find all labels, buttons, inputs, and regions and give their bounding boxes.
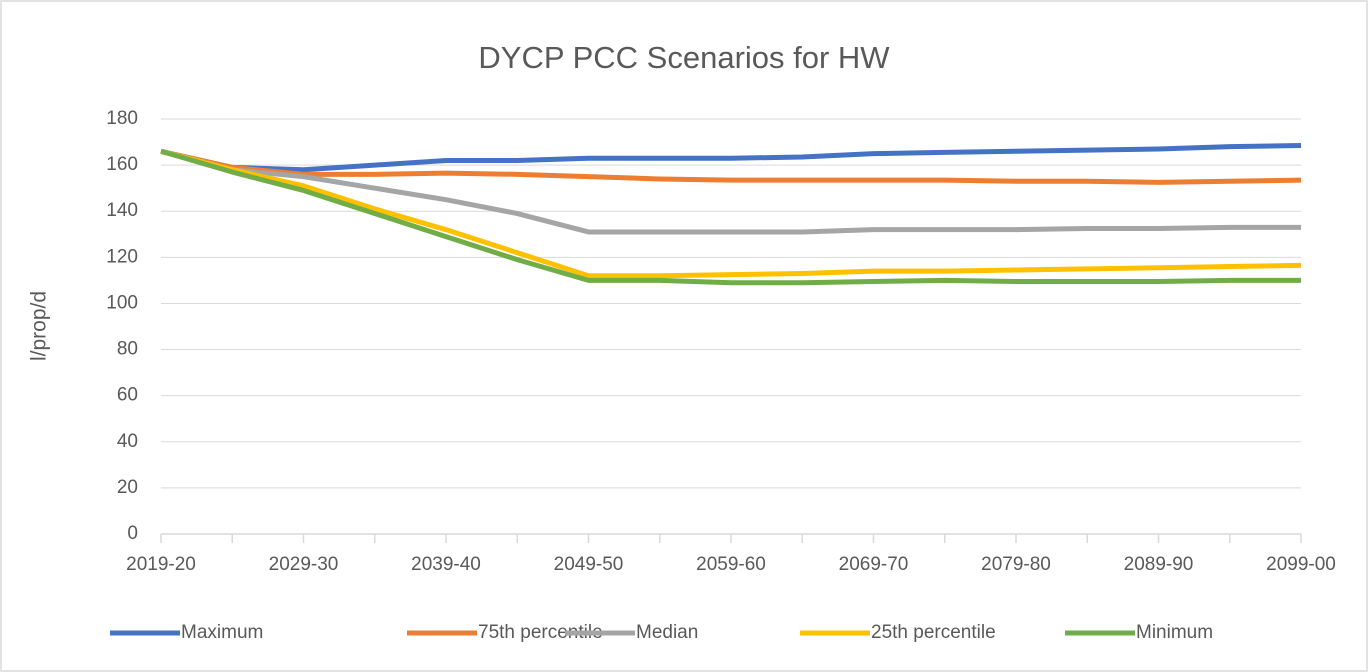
y-tick-label: 140 bbox=[106, 200, 138, 221]
y-tick-label: 120 bbox=[106, 246, 138, 267]
series-line bbox=[160, 148, 1302, 185]
series-line bbox=[160, 148, 1302, 279]
x-tick-label: 2089-90 bbox=[1124, 554, 1194, 575]
x-tick-label: 2019-20 bbox=[126, 554, 196, 575]
series-line bbox=[160, 148, 1301, 235]
series-line bbox=[160, 143, 1302, 173]
series-line bbox=[160, 148, 1301, 286]
y-tick-label: 40 bbox=[117, 431, 138, 452]
legend-label: Median bbox=[636, 622, 698, 643]
y-tick-label: 100 bbox=[106, 292, 138, 313]
y-tick-label: 0 bbox=[127, 523, 138, 544]
y-axis-label: l/prop/d bbox=[28, 291, 51, 361]
x-tick-label: 2099-00 bbox=[1266, 554, 1336, 575]
y-tick-label: 60 bbox=[117, 385, 138, 406]
legend-label: 25th percentile bbox=[871, 622, 996, 643]
chart-title: DYCP PCC Scenarios for HW bbox=[478, 40, 890, 75]
x-tick-label: 2079-80 bbox=[981, 554, 1051, 575]
y-tick-label: 180 bbox=[106, 108, 138, 129]
x-tick-label: 2069-70 bbox=[839, 554, 909, 575]
y-tick-label: 160 bbox=[106, 154, 138, 175]
legend-label: 75th percentile bbox=[478, 622, 603, 643]
x-tick-label: 2039-40 bbox=[411, 554, 481, 575]
x-tick-label: 2029-30 bbox=[269, 554, 339, 575]
y-tick-label: 80 bbox=[117, 339, 138, 360]
legend-label: Maximum bbox=[181, 622, 263, 643]
x-tick-label: 2059-60 bbox=[696, 554, 766, 575]
legend-label: Minimum bbox=[1136, 622, 1213, 643]
y-tick-label: 20 bbox=[117, 477, 138, 498]
x-tick-label: 2049-50 bbox=[554, 554, 624, 575]
